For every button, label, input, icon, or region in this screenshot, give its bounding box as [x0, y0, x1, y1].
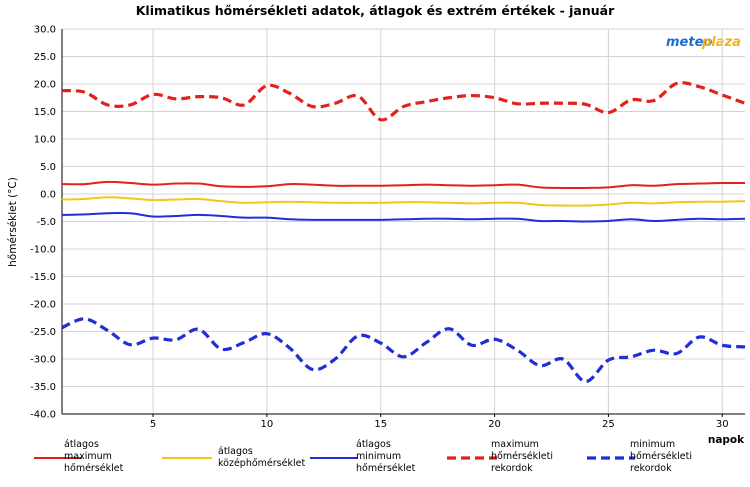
- x-tick-labels: 5 10 15 20 25 30: [150, 414, 729, 430]
- x-tick-label: 10: [261, 419, 274, 430]
- y-tick-label: -10.0: [30, 245, 56, 256]
- legend-label: hőmérsékleti: [630, 451, 692, 462]
- legend-label: hőmérséklet: [356, 463, 416, 474]
- legend-label: maximum: [491, 439, 539, 450]
- series-layer: [61, 81, 746, 384]
- y-axis-label: hőmérséklet (°C): [7, 177, 19, 267]
- chart-title: Klimatikus hőmérsékleti adatok, átlagok …: [136, 3, 615, 18]
- x-tick-label: 25: [602, 419, 615, 430]
- y-tick-label: 15.0: [34, 107, 56, 118]
- y-tick-label: -30.0: [30, 355, 56, 366]
- legend-label: minimum: [356, 451, 401, 462]
- y-tick-label: -35.0: [30, 382, 56, 393]
- y-tick-labels: 30.0 25.0 20.0 15.0 10.0 5.0 0.0 -5.0 -10.0 -15.0…: [30, 25, 56, 421]
- legend-label: átlagos: [356, 439, 391, 450]
- axes: [61, 29, 745, 415]
- brand-logo: meteo plaza: [666, 35, 741, 50]
- series-record-max-line: [61, 81, 746, 122]
- legend-label: hőmérséklet: [64, 463, 124, 474]
- x-tick-label: 20: [488, 419, 501, 430]
- y-tick-label: -40.0: [30, 410, 56, 421]
- legend-label: minimum: [630, 439, 675, 450]
- legend-label: rekordok: [630, 463, 672, 474]
- legend-label: átlagos: [218, 446, 253, 457]
- series-record-min-line: [61, 317, 746, 384]
- y-tick-label: -15.0: [30, 272, 56, 283]
- x-tick-label: 5: [150, 419, 156, 430]
- y-tick-label: 20.0: [34, 80, 56, 91]
- series-avg-min-line: [61, 211, 746, 223]
- y-tick-label: 5.0: [40, 162, 56, 173]
- legend: átlagosmaximumhőmérsékletátlagosközéphőm…: [34, 439, 692, 474]
- series-avg-max-line: [61, 180, 746, 190]
- legend-label: maximum: [64, 451, 112, 462]
- y-tick-label: -25.0: [30, 327, 56, 338]
- x-axis-label: napok: [708, 434, 745, 446]
- y-tick-label: -5.0: [36, 217, 56, 228]
- x-tick-label: 15: [374, 419, 387, 430]
- legend-label: középhőmérséklet: [218, 458, 305, 469]
- y-tick-label: 0.0: [40, 190, 56, 201]
- legend-label: átlagos: [64, 439, 99, 450]
- y-tick-label: 10.0: [34, 135, 56, 146]
- legend-label: hőmérsékleti: [491, 451, 553, 462]
- series-avg-mean-line: [61, 196, 746, 207]
- y-tick-label: -20.0: [30, 300, 56, 311]
- brand-logo-text-2: plaza: [701, 35, 741, 50]
- x-tick-label: 30: [716, 419, 729, 430]
- grid: [62, 28, 745, 415]
- y-tick-label: 30.0: [34, 25, 56, 36]
- legend-label: rekordok: [491, 463, 533, 474]
- brand-logo-text-1: meteo: [666, 35, 712, 50]
- y-tick-label: 25.0: [34, 52, 56, 63]
